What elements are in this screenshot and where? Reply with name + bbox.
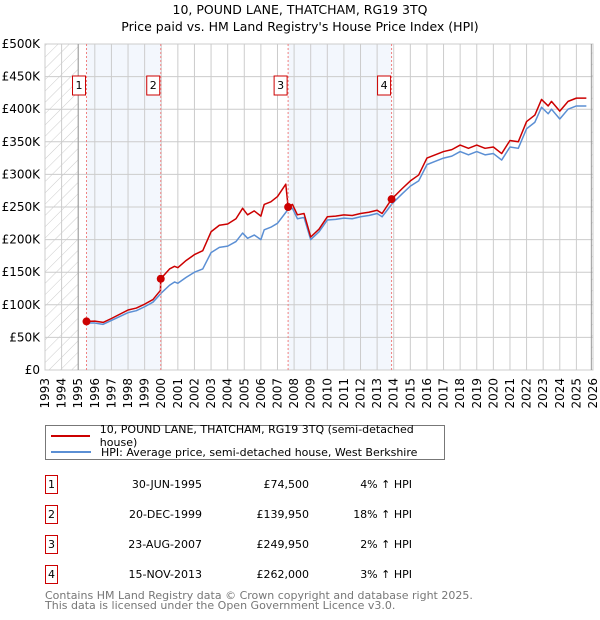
y-tick-label: £450K [2,70,42,84]
x-tick-label: 2009 [304,378,318,409]
x-tick-label: 2000 [154,378,168,409]
x-tick-label: 2013 [370,378,384,409]
y-tick-label: £350K [2,135,42,149]
x-tick-label: 1993 [38,378,52,409]
sales-table-row: 4 15-NOV-2013 £262,000 3% ↑ HPI [45,565,445,585]
x-tick-label: 2020 [486,378,500,409]
property-price-line [86,97,587,324]
footer-copyright: Contains HM Land Registry data © Crown c… [45,589,473,602]
sale-number-box: 1 [45,475,58,494]
y-tick-label: £250K [2,200,42,214]
x-tick-label: 2018 [453,378,467,409]
price-chart: 10, POUND LANE, THATCHAM, RG19 3TQ Price… [2,2,600,409]
x-tick-label: 2024 [553,378,567,409]
sale-date: 23-AUG-2007 [128,538,202,551]
hpi-line [86,105,587,326]
legend-swatch-red [51,435,90,437]
x-tick-label: 2015 [403,378,417,409]
x-tick-label: 2008 [287,378,301,409]
sale-hpi-diff: 4% ↑ HPI [360,478,412,491]
x-tick-label: 2021 [503,378,517,409]
x-tick-label: 2023 [536,378,550,409]
x-tick-label: 2001 [171,378,185,409]
x-tick-label: 2002 [187,378,201,409]
x-tick-label: 2006 [254,378,268,409]
sale-price: £262,000 [256,568,310,581]
sales-table-row: 1 30-JUN-1995 £74,500 4% ↑ HPI [45,475,445,495]
legend-label-property: 10, POUND LANE, THATCHAM, RG19 3TQ (semi… [99,423,414,449]
sale-label-box [146,75,161,96]
y-tick-label: £500K [2,37,42,51]
sales-table-row: 3 23-AUG-2007 £249,950 2% ↑ HPI [45,535,445,555]
plot-border [44,43,594,371]
x-tick-label: 2014 [387,378,401,409]
x-tick-label: 1998 [121,378,135,409]
legend-swatch-blue [51,451,91,453]
chart-title: 10, POUND LANE, THATCHAM, RG19 3TQ [173,2,428,17]
sales-table-row: 2 20-DEC-1999 £139,950 18% ↑ HPI [45,505,445,525]
legend-label-hpi: HPI: Average price, semi-detached house,… [101,445,418,459]
sale-number-box: 4 [45,565,58,584]
x-tick-label: 1995 [71,378,85,409]
x-tick-label: 2011 [337,378,351,409]
x-tick-label: 2004 [221,378,235,409]
legend-item-property: 10, POUND LANE, THATCHAM, RG19 3TQ (semi… [51,423,444,449]
y-tick-label: £50K [9,330,41,344]
sale-label: 3 [277,79,284,92]
x-tick-label: 1994 [55,378,69,409]
x-tick-label: 2026 [586,378,600,409]
footer-licence: This data is licensed under the Open Gov… [45,599,396,612]
sale-hpi-diff: 18% ↑ HPI [353,508,412,521]
y-tick-label: £150K [2,265,42,279]
x-tick-label: 2005 [237,378,251,409]
sale-label: 1 [76,79,83,92]
y-tick-label: £300K [2,167,42,181]
sale-price: £139,950 [256,508,310,521]
sale-point [284,203,293,212]
y-tick-label: £400K [2,102,42,116]
sale-label-box [273,75,288,96]
x-tick-label: 2007 [270,378,284,409]
x-tick-label: 2012 [354,378,368,409]
x-tick-label: 1996 [88,378,102,409]
sale-price: £249,950 [256,538,310,551]
sale-price: £74,500 [263,478,310,491]
x-tick-label: 1997 [104,378,118,409]
sale-number-box: 3 [45,535,58,554]
y-tick-label: £0 [25,363,40,377]
sale-point [156,274,165,283]
sale-label: 2 [150,79,157,92]
sale-date: 20-DEC-1999 [128,508,202,521]
sale-hpi-diff: 3% ↑ HPI [360,568,412,581]
sale-date: 30-JUN-1995 [131,478,202,491]
sale-number-box: 2 [45,505,58,524]
sale-hpi-diff: 2% ↑ HPI [360,538,412,551]
legend-item-hpi: HPI: Average price, semi-detached house,… [51,445,417,459]
x-tick-label: 2003 [204,378,218,409]
legend: 10, POUND LANE, THATCHAM, RG19 3TQ (semi… [45,423,445,460]
sale-date: 15-NOV-2013 [128,568,202,581]
x-tick-label: 2019 [470,378,484,409]
x-tick-label: 2022 [520,378,534,409]
x-tick-label: 2010 [320,378,334,409]
chart-subtitle: Price paid vs. HM Land Registry's House … [121,19,478,34]
x-tick-label: 2025 [569,378,583,409]
x-tick-label: 1999 [138,378,152,409]
sale-point [387,195,396,204]
sale-label-box [72,75,87,96]
x-tick-label: 2016 [420,378,434,409]
x-tick-label: 2017 [437,378,451,409]
y-tick-label: £100K [2,298,42,312]
sale-label: 4 [381,79,388,92]
sale-point [82,317,91,326]
y-tick-label: £200K [2,233,42,247]
sale-label-box [377,75,392,96]
